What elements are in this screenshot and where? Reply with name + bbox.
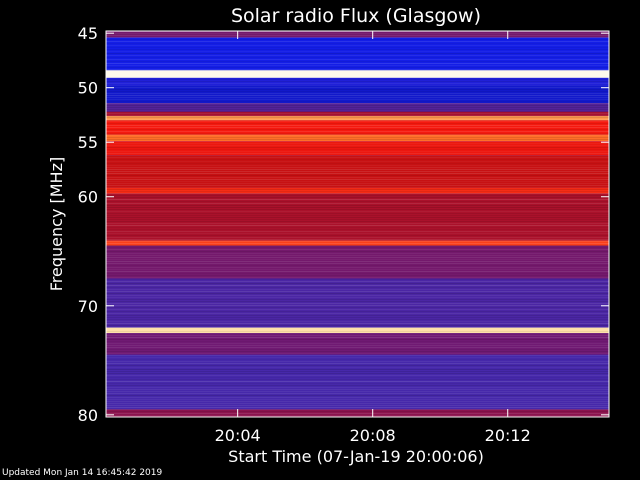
frequency-band xyxy=(106,354,609,410)
y-tick-label: 80 xyxy=(78,406,98,425)
y-axis: 45 50 55 60 70 80 xyxy=(78,24,609,425)
frequency-band xyxy=(106,240,609,246)
frequency-band xyxy=(106,155,609,189)
y-tick-label: 55 xyxy=(78,133,98,152)
x-axis: 20:04 20:08 20:12 xyxy=(215,31,531,445)
frequency-band xyxy=(106,141,609,156)
x-tick-label: 20:08 xyxy=(350,426,396,445)
chart-title: Solar radio Flux (Glasgow) xyxy=(231,5,481,27)
y-tick-label: 60 xyxy=(78,188,98,207)
frequency-band xyxy=(106,102,609,112)
frequency-band xyxy=(106,111,609,117)
frequency-band xyxy=(106,120,609,135)
frequency-band xyxy=(106,77,609,86)
frequency-band xyxy=(106,188,609,194)
y-tick-label: 45 xyxy=(78,24,98,43)
y-tick-label: 70 xyxy=(78,297,98,316)
x-tick-label: 20:04 xyxy=(215,426,261,445)
plot-frame xyxy=(105,30,610,418)
frequency-band xyxy=(106,193,609,241)
y-tick-label: 50 xyxy=(78,79,98,98)
x-tick-label: 20:12 xyxy=(485,426,531,445)
frequency-band xyxy=(106,245,609,279)
frequency-band xyxy=(106,134,609,142)
frequency-band xyxy=(106,116,609,121)
frequency-band xyxy=(106,31,609,38)
frequency-band xyxy=(106,85,609,103)
frequency-band xyxy=(106,409,609,417)
channel-texture xyxy=(106,31,609,416)
frequency-band xyxy=(106,278,609,328)
frequency-band xyxy=(106,37,609,71)
frequency-band xyxy=(106,333,609,355)
updated-timestamp: Updated Mon Jan 14 16:45:42 2019 xyxy=(2,468,163,478)
y-axis-label: Frequency [MHz] xyxy=(47,157,66,291)
frequency-band xyxy=(106,327,609,334)
frequency-band xyxy=(106,70,609,78)
plot-area xyxy=(106,31,609,417)
x-axis-label: Start Time (07-Jan-19 20:00:06) xyxy=(228,447,484,466)
